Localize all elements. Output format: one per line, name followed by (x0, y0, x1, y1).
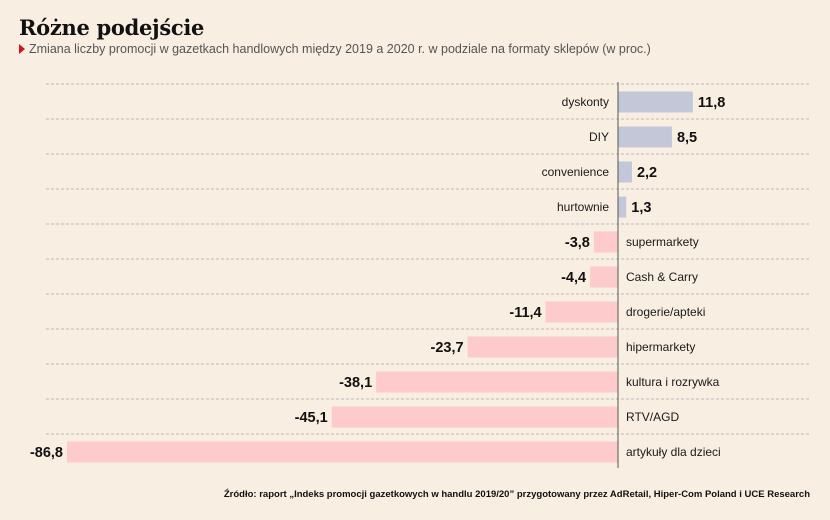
chart-subtitle: Zmiana liczby promocji w gazetkach handl… (19, 42, 651, 56)
category-label: RTV/AGD (626, 410, 679, 424)
bar (545, 301, 618, 323)
bar (467, 336, 618, 358)
value-label: 8,5 (677, 130, 697, 146)
gridlines (46, 83, 810, 435)
category-label: hurtownie (557, 200, 609, 214)
category-label: DIY (589, 130, 609, 144)
value-label: 11,8 (698, 95, 725, 111)
chart-subtitle-text: Zmiana liczby promocji w gazetkach handl… (29, 42, 651, 56)
value-label: -23,7 (430, 340, 463, 356)
category-label: dyskonty (562, 95, 609, 109)
value-label: -38,1 (339, 375, 372, 391)
labels: dyskonty 11,8 DIY 8,5 convenience 2,2 hurtowni… (30, 95, 725, 461)
bars (67, 91, 693, 463)
bar (618, 161, 632, 183)
value-label: -4,4 (561, 270, 586, 286)
source-note: Źródło: raport „Indeks promocji gazetkow… (223, 489, 810, 500)
category-label: artykuły dla dzieci (626, 445, 721, 459)
value-label: -86,8 (30, 445, 63, 461)
category-label: Cash & Carry (626, 270, 698, 284)
category-label: hipermarkety (626, 340, 695, 354)
bar (590, 266, 618, 288)
category-label: supermarkety (626, 235, 699, 249)
bar (618, 91, 693, 113)
value-label: 1,3 (631, 200, 651, 216)
value-label: -3,8 (565, 235, 590, 251)
bar (67, 441, 618, 463)
category-label: drogerie/apteki (626, 305, 705, 319)
triangle-marker-icon (19, 44, 25, 54)
category-label: convenience (542, 165, 610, 179)
bar (618, 126, 672, 148)
chart-title: Różne podejście (19, 15, 205, 40)
bar-chart: dyskonty 11,8 DIY 8,5 convenience 2,2 hurtowni… (30, 82, 810, 468)
category-label: kultura i rozrywka (626, 375, 720, 389)
value-label: -11,4 (509, 305, 541, 321)
bar (593, 231, 618, 253)
value-label: 2,2 (637, 165, 657, 181)
bar (331, 406, 618, 428)
value-label: -45,1 (295, 410, 328, 426)
bar (376, 371, 618, 393)
bar (618, 196, 627, 218)
